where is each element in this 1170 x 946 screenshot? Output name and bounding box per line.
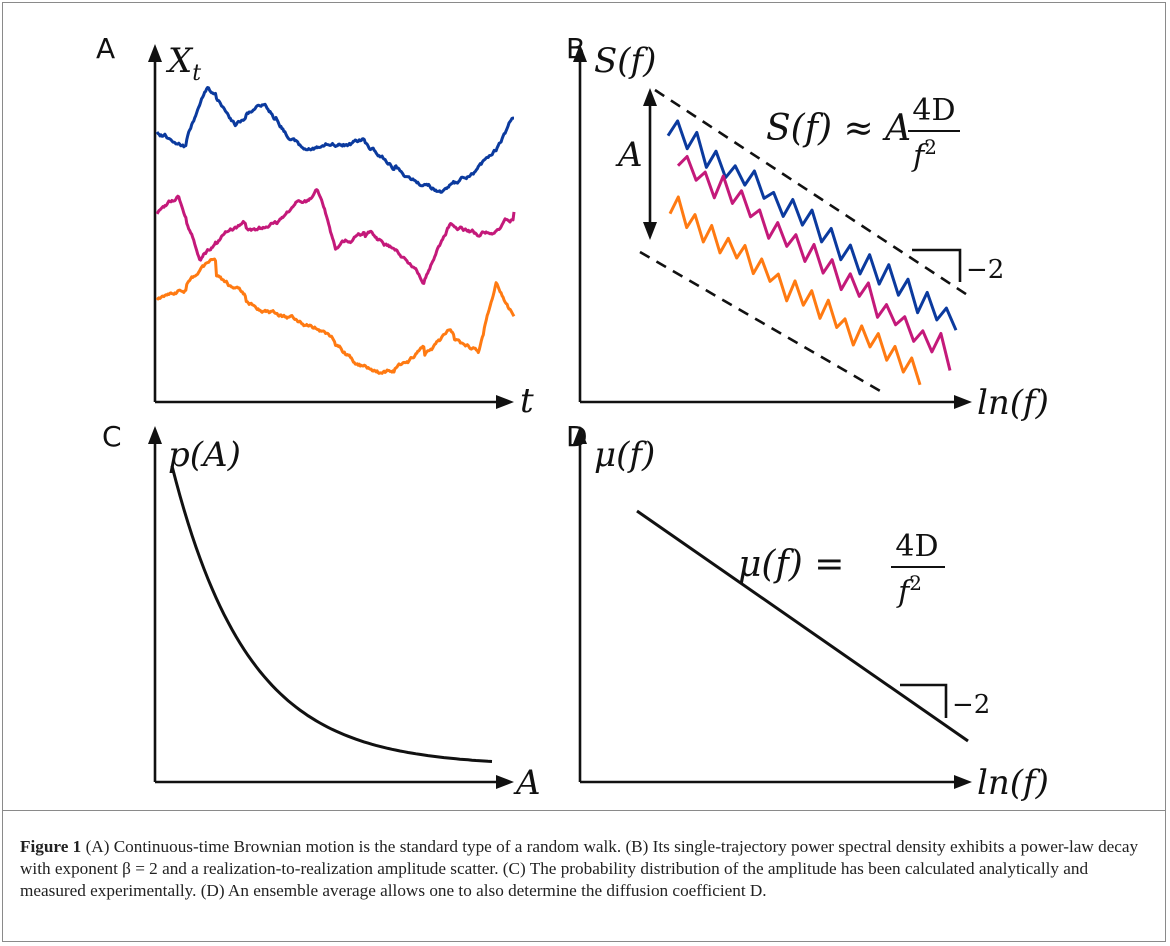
figure-caption: Figure 1 (A) Continuous-time Brownian mo… (20, 836, 1148, 902)
panel-a-x-label: t (520, 381, 534, 421)
panel-b-y-arrow-icon (573, 44, 587, 62)
amplitude-label: A (615, 135, 643, 175)
panel-d-x-label: ln(f) (977, 763, 1049, 803)
upper-envelope-line (654, 88, 973, 300)
panel-d: D μ(f) ln(f) μ(f) = 4D f2 −2 (566, 420, 1049, 803)
brownian-trace-blue (155, 86, 515, 194)
panel-b-x-arrow-icon (954, 395, 972, 409)
panel-a: A Xt t (96, 32, 534, 421)
panel-c-y-arrow-icon (148, 426, 162, 444)
panel-d-slope-label: −2 (952, 690, 990, 720)
panel-c-x-arrow-icon (496, 775, 514, 789)
panel-a-y-arrow-icon (148, 44, 162, 62)
panel-d-y-label: μ(f) (594, 435, 655, 475)
panel-b-x-label: ln(f) (977, 383, 1049, 423)
formula-lhs: S(f) ≈ A (766, 108, 911, 149)
panel-c-y-label: p(A) (168, 435, 241, 475)
panel-d-formula: μ(f) = 4D f2 (738, 529, 945, 610)
panel-b-formula: S(f) ≈ A 4D f2 (766, 93, 960, 174)
psd-series-magenta (676, 155, 952, 371)
panel-c-letter: C (102, 420, 122, 453)
amplitude-arrow-up-icon (643, 88, 657, 106)
formula-numerator: 4D (912, 93, 955, 128)
panel-c-x-label: A (513, 763, 541, 803)
formula-d-numerator: 4D (895, 529, 938, 564)
panel-b-y-label: S(f) (594, 41, 656, 81)
figure-graphic: A Xt t B S(f) ln(f) A S(f) ≈ A 4D f2 (96, 32, 1049, 803)
caption-text: (A) Continuous-time Brownian motion is t… (20, 837, 1139, 900)
panel-c: C p(A) A (102, 420, 541, 803)
brownian-trace-magenta (155, 188, 516, 285)
panel-a-letter: A (96, 32, 115, 65)
panel-d-y-arrow-icon (573, 426, 587, 444)
formula-denominator: f2 (911, 135, 937, 174)
amplitude-arrow-down-icon (643, 222, 657, 240)
psd-series-blue (666, 119, 958, 331)
slope-indicator-d (900, 683, 948, 718)
panel-a-x-arrow-icon (496, 395, 514, 409)
panel-d-x-arrow-icon (954, 775, 972, 789)
panel-a-y-label: Xt (165, 41, 201, 86)
mean-psd-line (636, 509, 969, 743)
formula-d-lhs: μ(f) = (738, 544, 844, 585)
caption-divider (2, 810, 1166, 811)
formula-d-denominator: f2 (896, 571, 922, 610)
psd-series-orange (668, 195, 922, 386)
brownian-trace-orange (155, 257, 516, 375)
slope-indicator (912, 248, 962, 282)
panel-b: B S(f) ln(f) A S(f) ≈ A 4D f2 −2 (566, 32, 1049, 423)
lower-envelope-line (639, 250, 883, 394)
amplitude-distribution-curve (170, 465, 493, 763)
panel-b-slope-label: −2 (966, 255, 1004, 285)
caption-label: Figure 1 (20, 837, 82, 856)
